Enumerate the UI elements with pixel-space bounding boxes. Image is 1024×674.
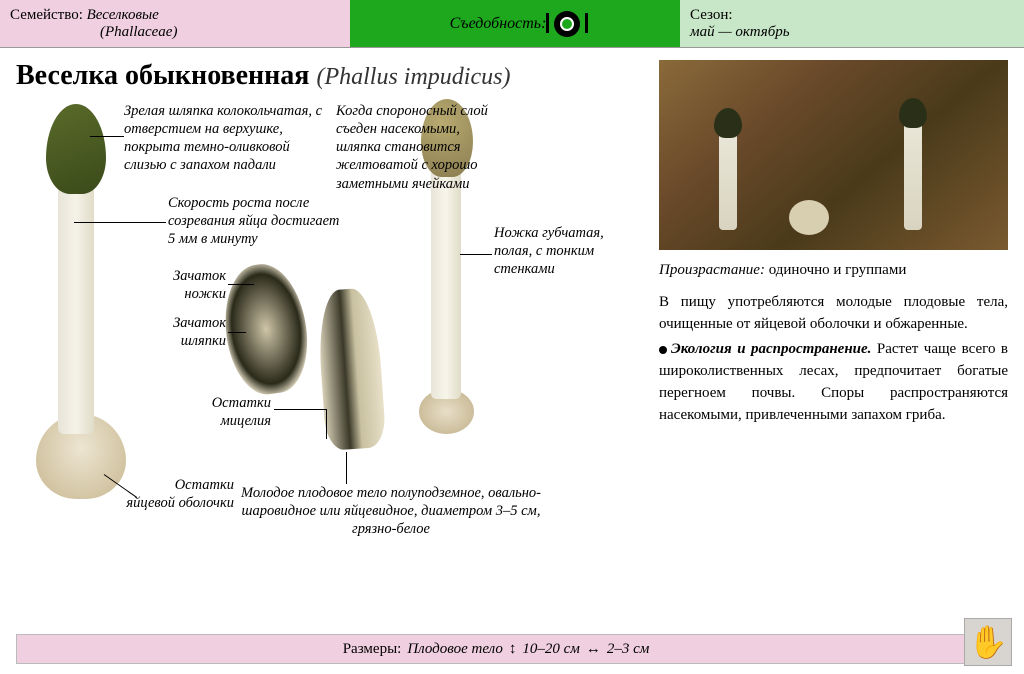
season-cell: Сезон: май — октябрь [680,0,1024,47]
label-young-body: Молодое плодовое тело полуподземное, ова… [231,484,551,538]
hand-icon: ✋ [964,618,1012,666]
right-column: Произрастание: одиночно и группами В пищ… [659,60,1008,618]
egg-cross-section-1 [217,259,314,399]
ecology-paragraph: Экология и распространение. Растет чаще … [659,339,1008,426]
left-column: Веселка обыкновенная (Phallus impudicus)… [16,60,641,618]
family-label: Семейство: [10,7,83,23]
label-cap-mature: Зрелая шляпка колокольчатая, с отверстие… [124,102,329,175]
width-arrow-icon: ↔ [586,641,601,658]
sizes-label: Размеры: [343,641,402,658]
habitat-photo [659,60,1008,250]
edibility-cell: Съедобность: [350,0,680,47]
season-value: май — октябрь [690,24,1014,41]
family-name-ru: Веселковые [87,7,159,23]
bullet-icon [659,346,667,354]
growth-line: Произрастание: одиночно и группами [659,260,1008,282]
label-growth-rate: Скорость роста после созревания яйца дос… [168,194,348,248]
family-cell: Семейство: Веселковые (Phallaceae) [0,0,350,47]
ecology-head: Экология и распространение. [671,341,871,357]
growth-label: Произрастание: [659,262,765,278]
height-arrow-icon: ↕ [509,641,517,658]
label-cap-primordium: Зачаток шляпки [146,314,226,350]
sizes-height: 10–20 см [522,641,579,658]
edibility-label: Съедобность: [450,15,547,33]
edible-note: В пищу употребляются молодые плодовые те… [659,292,1008,336]
growth-value: одиночно и группами [769,262,907,278]
label-stipe-primordium: Зачаток ножки [146,267,226,303]
label-cap-after: Когда спороносный слой съеден насекомыми… [336,102,491,193]
sizes-body-label: Плодовое тело [407,641,503,658]
label-stipe-desc: Ножка губчатая, полая, с тонким стенками [494,224,614,278]
page-title: Веселка обыкновенная (Phallus impudicus) [16,60,641,92]
main-content: Веселка обыкновенная (Phallus impudicus)… [0,48,1024,618]
mushroom-mature [36,104,116,504]
season-label: Сезон: [690,7,1014,24]
sizes-width: 2–3 см [607,641,649,658]
sizes-bar: Размеры: Плодовое тело ↕ 10–20 см ↔ 2–3 … [16,634,976,664]
plate-icon [554,11,580,37]
family-name-lat: (Phallaceae) [10,24,340,41]
title-ru: Веселка обыкновенная [16,60,309,91]
header-bar: Семейство: Веселковые (Phallaceae) Съедо… [0,0,1024,48]
label-volva-remains: Остатки яйцевой оболочки [124,476,234,512]
title-lat: (Phallus impudicus) [316,64,510,90]
label-mycelium-remains: Остатки мицелия [181,394,271,430]
diagram-area: Зрелая шляпка колокольчатая, с отверстие… [16,104,641,584]
